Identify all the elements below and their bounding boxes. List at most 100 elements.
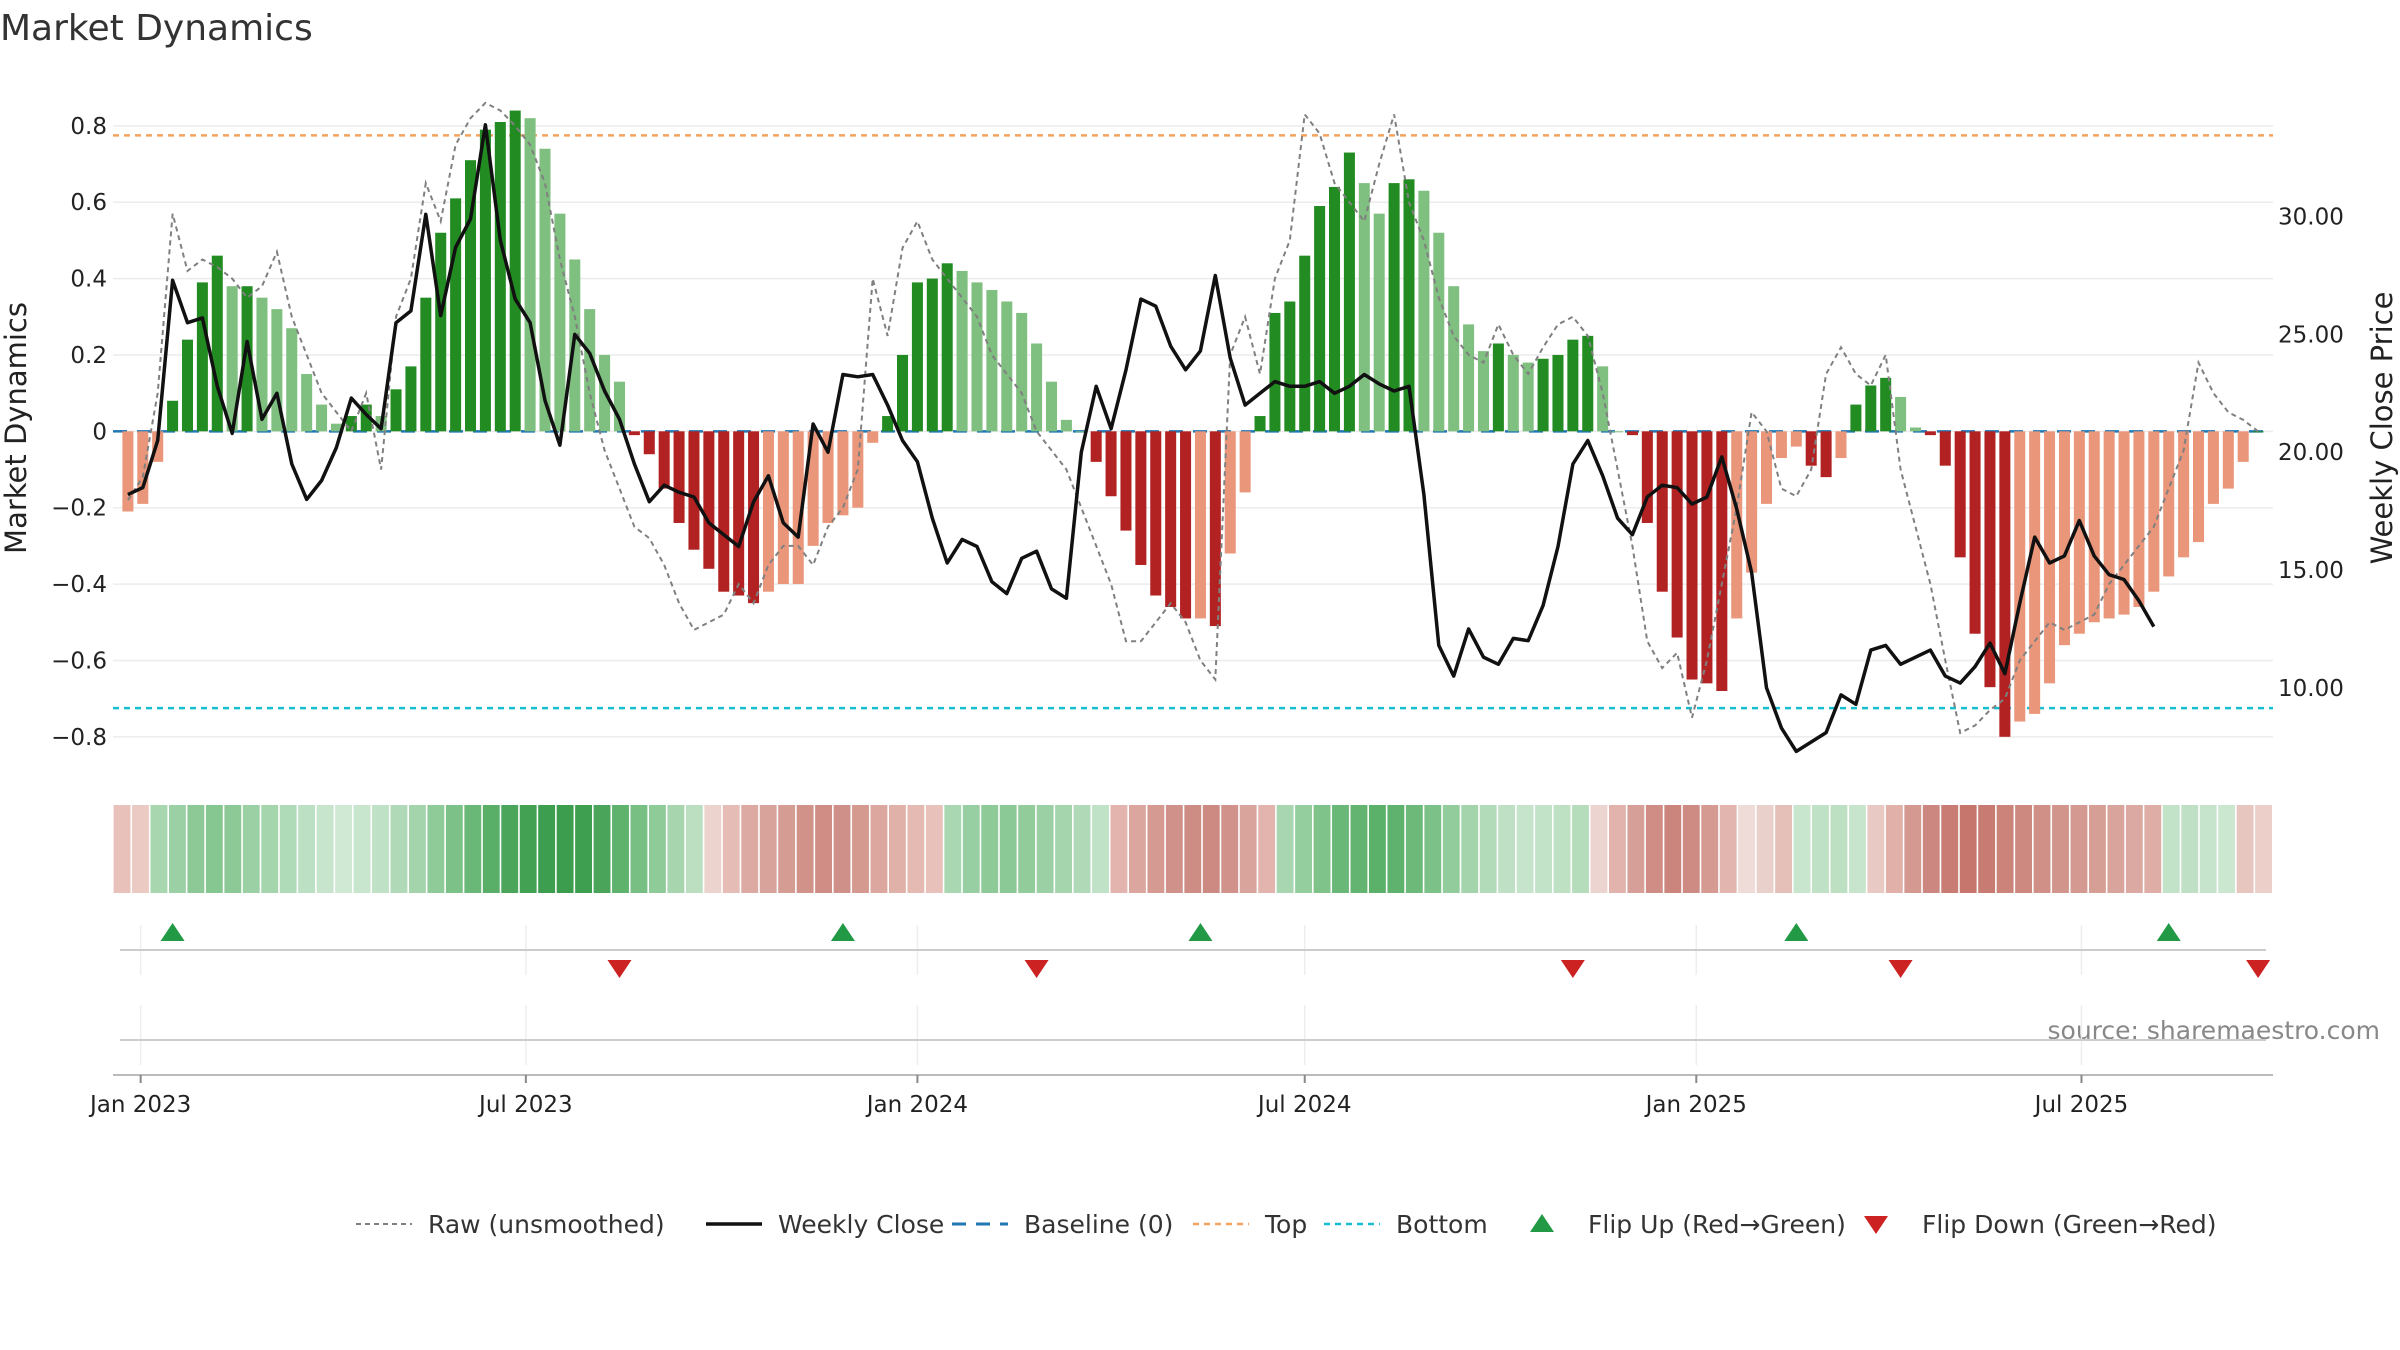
momentum-bar: [643, 431, 655, 455]
legend-item-close: Weekly Close: [706, 1210, 944, 1239]
x-tick-label: Jul 2025: [2033, 1092, 2129, 1118]
momentum-bar: [926, 278, 938, 432]
regime-cell: [1258, 805, 1276, 893]
regime-cell: [2255, 805, 2272, 893]
raw-series-line: [127, 101, 2259, 735]
regime-cell: [1110, 805, 1128, 893]
momentum-bar: [226, 286, 238, 432]
x-tick-label: Jul 2023: [477, 1092, 573, 1118]
momentum-bar: [941, 263, 953, 432]
x-tick-label: Jan 2024: [865, 1092, 968, 1118]
regime-cell: [815, 805, 832, 893]
regime-cell: [1073, 805, 1091, 893]
x-tick-label: Jan 2025: [1644, 1092, 1747, 1118]
momentum-bar: [152, 431, 164, 462]
regime-cell: [1036, 805, 1054, 893]
y-left-tick-label: −0.8: [51, 725, 107, 751]
regime-cell: [999, 805, 1017, 893]
momentum-bar: [2014, 431, 2026, 722]
regime-cell: [593, 805, 611, 893]
regime-cell: [1018, 805, 1036, 893]
flip-down-marker: [607, 960, 632, 978]
regime-cell: [1848, 805, 1866, 893]
momentum-bar: [1120, 431, 1132, 531]
momentum-bar: [1954, 431, 1966, 558]
regime-cell: [519, 805, 537, 893]
momentum-bar: [897, 354, 909, 432]
momentum-bar: [658, 431, 670, 489]
regime-cell: [353, 805, 371, 893]
momentum-bar: [1001, 301, 1013, 432]
regime-cell: [1867, 805, 1885, 893]
legend: Raw (unsmoothed) Weekly Close Baseline (0)…: [356, 1210, 2217, 1239]
momentum-bar: [1865, 385, 1877, 432]
regime-cell: [1313, 805, 1331, 893]
momentum-bar: [420, 297, 432, 432]
momentum-bar: [1626, 431, 1638, 436]
regime-cell: [1793, 805, 1811, 893]
momentum-bar: [1135, 431, 1147, 565]
regime-cell: [538, 805, 556, 893]
momentum-bar: [1999, 431, 2011, 737]
regime-cell: [408, 805, 426, 893]
momentum-bar: [1448, 286, 1460, 432]
x-tick-label: Jul 2024: [1256, 1092, 1352, 1118]
momentum-bar: [2237, 431, 2249, 462]
momentum-bar: [2178, 431, 2190, 558]
regime-cell: [1332, 805, 1349, 893]
regime-cell: [907, 805, 925, 893]
momentum-bar: [2044, 431, 2056, 684]
regime-cell: [944, 805, 962, 893]
momentum-bar: [1537, 358, 1549, 432]
regime-cell: [482, 805, 500, 893]
momentum-bar: [1180, 431, 1192, 619]
regime-cell: [925, 805, 943, 893]
legend-label: Top: [1264, 1210, 1307, 1239]
legend-label: Baseline (0): [1024, 1210, 1173, 1239]
regime-cell: [1812, 805, 1829, 893]
momentum-bar: [2088, 431, 2100, 623]
momentum-bar: [1224, 431, 1236, 554]
momentum-bar: [1686, 431, 1698, 680]
y-left-tick-label: −0.4: [51, 572, 107, 598]
legend-item-baseline: Baseline (0): [952, 1210, 1173, 1239]
regime-cell: [1147, 805, 1165, 893]
momentum-bar: [345, 416, 357, 432]
momentum-bar: [1805, 431, 1817, 466]
momentum-bar: [748, 431, 760, 604]
momentum-bar: [837, 431, 849, 516]
momentum-bar: [122, 431, 134, 512]
regime-cell: [1516, 805, 1534, 893]
momentum-bar: [1671, 431, 1683, 638]
momentum-bar: [792, 431, 804, 585]
momentum-bar: [1492, 343, 1504, 432]
momentum-bar: [1597, 366, 1609, 432]
y-left-tick-label: 0: [92, 419, 107, 445]
regime-cell: [1904, 805, 1922, 893]
momentum-bar: [1582, 335, 1594, 432]
momentum-bar: [1924, 431, 1936, 436]
regime-cell: [741, 805, 759, 893]
regime-cell: [870, 805, 888, 893]
regime-cell: [335, 805, 352, 893]
momentum-bar: [211, 255, 223, 432]
momentum-bar: [137, 431, 149, 504]
regime-cell: [1959, 805, 1977, 893]
regime-cell: [962, 805, 980, 893]
momentum-bar: [1314, 206, 1326, 432]
momentum-bar: [911, 282, 923, 432]
regime-cell: [556, 805, 574, 893]
momentum-bar: [2222, 431, 2234, 489]
legend-item-top: Top: [1193, 1210, 1307, 1239]
regime-cell: [2199, 805, 2217, 893]
regime-cell: [1424, 805, 1442, 893]
regime-cell: [1184, 805, 1202, 893]
momentum-bar: [1329, 186, 1341, 432]
momentum-bar: [435, 232, 447, 432]
y-left-tick-label: 0.6: [70, 190, 107, 216]
momentum-bar: [1820, 431, 1832, 478]
regime-cell: [796, 805, 814, 893]
momentum-bar: [733, 431, 745, 596]
momentum-bar: [1909, 427, 1921, 432]
momentum-bar: [1254, 416, 1266, 432]
